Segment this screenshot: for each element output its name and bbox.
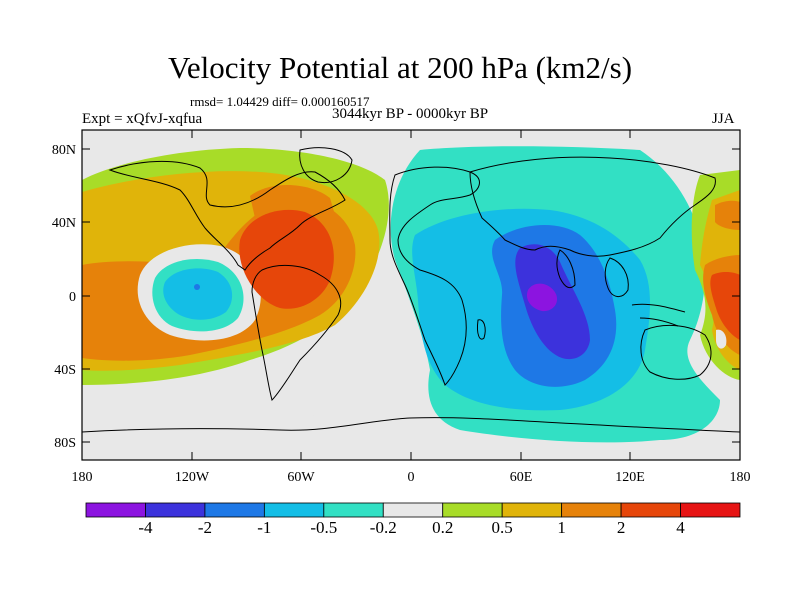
stats-label: rmsd= 1.04429 diff= 0.000160517 <box>190 94 370 109</box>
lon-tick-label: 180 <box>72 470 93 485</box>
colorbar-swatch <box>204 502 265 518</box>
lat-tick-label: 0 <box>69 290 76 305</box>
lon-tick-label: 180 <box>730 470 751 485</box>
coast-antarctica <box>82 417 740 433</box>
contour-wpac-neutral <box>716 329 727 349</box>
lat-tick-label: 40N <box>52 216 76 231</box>
lat-tick-label: 80N <box>52 143 76 158</box>
colorbar-label: 2 <box>617 518 626 537</box>
coast-north-america <box>108 161 346 271</box>
coast-southeast-asia <box>604 257 629 297</box>
map-title: Velocity Potential at 200 hPa (km2/s) <box>167 50 633 85</box>
colorbar-label: -0.5 <box>310 518 337 537</box>
colorbar-swatch <box>263 502 325 518</box>
colorbar-label: -1 <box>257 518 271 537</box>
lon-ticks <box>81 130 741 460</box>
colorbar-swatch <box>561 502 622 518</box>
colorbar <box>85 502 741 518</box>
coast-asia <box>469 156 716 257</box>
colorbar-labels: -4 -2 -1 -0.5 -0.2 0.2 0.5 1 2 4 <box>138 518 685 537</box>
contour-positive-west-1b <box>250 184 335 218</box>
colorbar-swatch <box>680 502 741 518</box>
colorbar-swatch <box>85 502 146 518</box>
lat-labels: 80N 40N 0 40S 80S <box>52 143 76 451</box>
colorbar-swatch <box>382 502 444 518</box>
coast-madagascar <box>477 319 486 340</box>
colorbar-label: -4 <box>138 518 153 537</box>
coast-indonesia <box>631 303 686 327</box>
lat-tick-label: 40S <box>54 363 76 378</box>
lat-tick-label: 80S <box>54 436 76 451</box>
lon-tick-label: 120W <box>175 470 210 485</box>
colorbar-swatch <box>442 502 503 518</box>
contour-pacific-neg-1 <box>194 284 200 290</box>
colorbar-swatch <box>501 502 563 518</box>
colorbar-label: 4 <box>676 518 685 537</box>
period-label: 3044kyr BP - 0000kyr BP <box>331 106 489 122</box>
colorbar-swatch <box>145 502 206 518</box>
coast-south-america <box>251 264 342 401</box>
lon-tick-label: 60W <box>287 470 315 485</box>
lon-tick-label: 0 <box>408 470 415 485</box>
colorbar-label: 0.2 <box>432 518 453 537</box>
colorbar-label: 0.5 <box>492 518 513 537</box>
lon-tick-label: 120E <box>615 470 645 485</box>
experiment-label: Expt = xQfvJ-xqfua <box>82 111 203 127</box>
season-label: JJA <box>712 111 735 127</box>
contour-nw-pacific-1 <box>715 200 740 230</box>
coast-australia <box>640 325 712 380</box>
colorbar-swatch <box>620 502 681 518</box>
contour-americas-2 <box>239 209 334 309</box>
coast-india <box>556 249 576 289</box>
colorbar-swatch <box>323 502 384 518</box>
coast-greenland <box>299 147 353 184</box>
coastlines <box>82 147 740 433</box>
lat-ticks <box>82 148 740 443</box>
lon-labels: 180 120W 60W 0 60E 120E 180 <box>72 470 751 485</box>
contour-field <box>82 130 740 460</box>
colorbar-label: -2 <box>198 518 212 537</box>
contour-wpac-2 <box>710 271 740 340</box>
coast-europe-africa <box>389 166 480 386</box>
colorbar-label: 1 <box>557 518 566 537</box>
colorbar-label: -0.2 <box>370 518 397 537</box>
contour-south-neutral-band <box>306 326 440 430</box>
contour-pacific-neg-0.5 <box>163 268 233 320</box>
lon-tick-label: 60E <box>510 470 533 485</box>
contour-east-neg-4 <box>526 283 558 312</box>
